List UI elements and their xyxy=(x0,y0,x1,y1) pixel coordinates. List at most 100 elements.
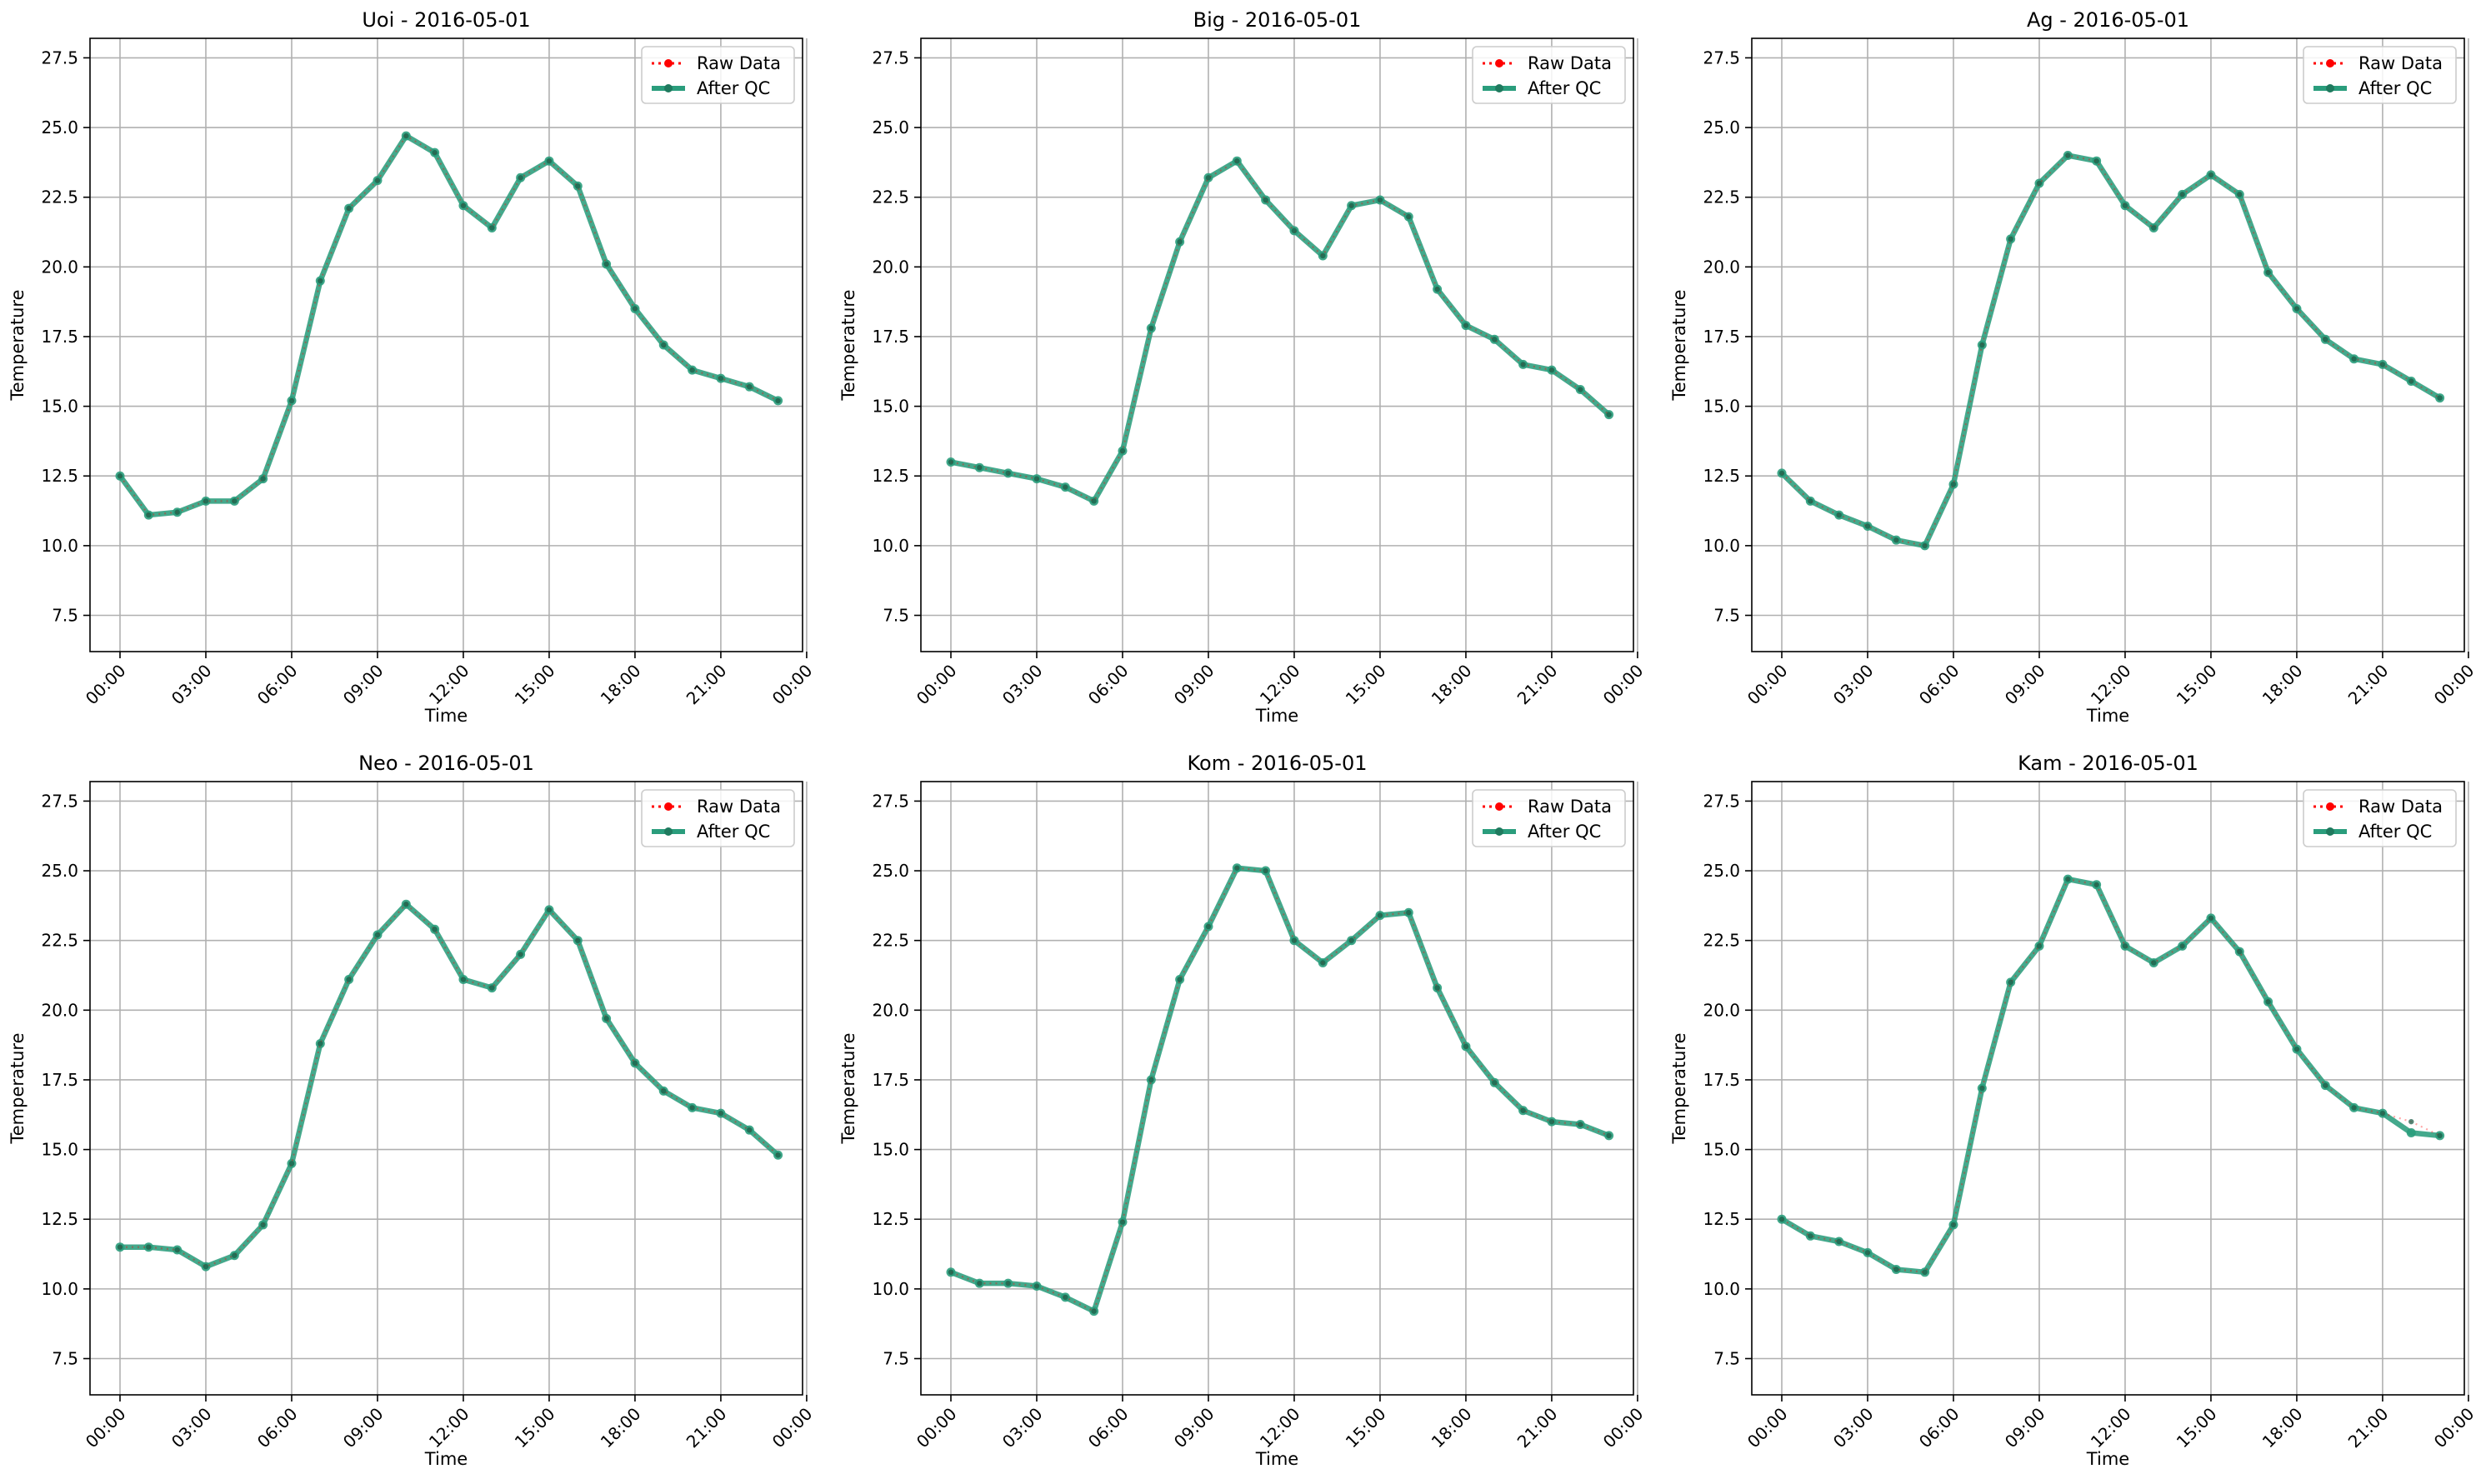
raw-data-point xyxy=(1406,213,1412,220)
x-tick-label: 21:00 xyxy=(1513,661,1562,709)
legend: Raw Data After QC xyxy=(641,46,795,104)
raw-data-point xyxy=(1922,1269,1928,1276)
legend-label-qc: After QC xyxy=(2358,78,2432,98)
raw-data-point xyxy=(2008,236,2013,242)
raw-data-point xyxy=(2323,1082,2328,1088)
x-tick-label: 09:00 xyxy=(2001,1404,2049,1452)
y-tick-label: 10.0 xyxy=(41,536,78,556)
y-tick-label: 10.0 xyxy=(1703,536,1740,556)
x-tick-label: 06:00 xyxy=(1915,1404,1963,1452)
axes-frame xyxy=(1751,781,2465,1396)
y-tick-label: 10.0 xyxy=(1703,1279,1740,1299)
raw-data-point xyxy=(1606,412,1612,417)
raw-data-point xyxy=(146,512,152,518)
y-tick-label: 27.5 xyxy=(41,47,78,67)
series-line-raw-data xyxy=(1781,154,2441,547)
raw-data-point xyxy=(2065,876,2071,882)
subplot-5: 7.5 10.0 12.5 15.0 17.5 20.0 22.5 25.0 27.5 00:00… xyxy=(838,752,1647,1469)
legend-marker-raw xyxy=(664,59,673,67)
raw-data-point xyxy=(2179,192,2185,197)
raw-data-point xyxy=(1578,1122,1583,1127)
y-tick-label: 22.5 xyxy=(1703,187,1740,207)
raw-data-point xyxy=(1320,960,1326,966)
raw-data-point xyxy=(689,367,695,373)
raw-data-point xyxy=(2408,1118,2414,1125)
y-tick-label: 27.5 xyxy=(872,791,909,811)
y-tick-label: 20.0 xyxy=(1703,1000,1740,1020)
x-tick-label: 15:00 xyxy=(511,1404,559,1452)
raw-data-point xyxy=(2237,948,2243,955)
x-tick-label: 03:00 xyxy=(1829,1404,1878,1452)
x-axis-label: Time xyxy=(1255,706,1298,726)
raw-data-point xyxy=(546,907,553,913)
raw-data-point xyxy=(747,383,753,390)
raw-data-point xyxy=(2293,1046,2300,1052)
raw-data-point xyxy=(1320,252,1326,259)
y-tick-label: 15.0 xyxy=(41,1140,78,1160)
raw-data-point xyxy=(1548,1118,1555,1125)
chart-title: Kam - 2016-05-01 xyxy=(2018,752,2198,775)
raw-data-point xyxy=(2036,180,2043,187)
y-tick-label: 20.0 xyxy=(1703,257,1740,277)
raw-data-point xyxy=(2265,999,2271,1005)
x-tick-label: 18:00 xyxy=(597,1404,645,1452)
raw-data-point xyxy=(346,205,352,212)
raw-data-point xyxy=(403,902,409,907)
x-tick-label: 09:00 xyxy=(1170,661,1218,709)
raw-data-point xyxy=(117,473,123,479)
legend-marker-qc xyxy=(664,827,673,836)
x-tick-label: 00:00 xyxy=(82,1404,130,1452)
raw-data-point xyxy=(2093,882,2099,887)
raw-data-point xyxy=(661,342,667,348)
y-tick-label: 12.5 xyxy=(1703,466,1740,486)
legend: Raw Data After QC xyxy=(1472,789,1626,847)
raw-data-point xyxy=(1520,1107,1526,1113)
y-axis-label: Temperature xyxy=(8,289,28,401)
y-tick-label: 25.0 xyxy=(1703,861,1740,881)
legend-label-raw: Raw Data xyxy=(1528,53,1612,73)
raw-data-point xyxy=(1177,977,1183,982)
raw-data-point xyxy=(2293,306,2300,312)
raw-data-point xyxy=(2351,1105,2357,1111)
raw-data-point xyxy=(2179,943,2185,949)
y-tick-label: 15.0 xyxy=(1703,1140,1740,1160)
raw-data-point xyxy=(489,225,495,231)
raw-data-point xyxy=(1836,512,1842,518)
legend-label-qc: After QC xyxy=(2358,822,2432,842)
x-tick-label: 12:00 xyxy=(425,661,473,709)
x-tick-label: 06:00 xyxy=(1915,661,1963,709)
raw-data-point xyxy=(174,1247,180,1253)
x-tick-label: 21:00 xyxy=(683,1404,731,1452)
raw-data-point xyxy=(1520,362,1526,367)
legend-label-raw: Raw Data xyxy=(2358,53,2443,73)
raw-data-point xyxy=(718,375,724,382)
x-tick-label: 12:00 xyxy=(425,1404,473,1452)
legend-marker-qc xyxy=(2326,84,2334,92)
y-tick-label: 12.5 xyxy=(872,1209,909,1229)
raw-data-point xyxy=(1377,912,1383,918)
x-tick-label: 03:00 xyxy=(1829,661,1878,709)
y-tick-label: 25.0 xyxy=(872,861,909,881)
legend-label-raw: Raw Data xyxy=(697,53,781,73)
y-tick-label: 22.5 xyxy=(1703,931,1740,951)
raw-data-point xyxy=(2351,356,2357,362)
legend-label-qc: After QC xyxy=(1528,822,1601,842)
raw-data-point xyxy=(1033,1283,1040,1289)
legend-marker-raw xyxy=(1495,802,1503,811)
raw-data-point xyxy=(1119,1219,1126,1225)
series-line-after-qc xyxy=(948,157,1612,504)
raw-data-point xyxy=(1234,158,1240,164)
raw-data-point xyxy=(2208,915,2214,922)
raw-data-point xyxy=(232,498,238,504)
x-axis-label: Time xyxy=(424,1449,468,1469)
x-tick-label: 03:00 xyxy=(168,661,216,709)
y-tick-label: 10.0 xyxy=(872,536,909,556)
axes-frame xyxy=(1751,37,2465,652)
raw-data-point xyxy=(318,277,323,284)
raw-data-point xyxy=(661,1088,667,1094)
legend-label-qc: After QC xyxy=(1528,78,1601,98)
raw-data-point xyxy=(203,498,209,504)
raw-data-point xyxy=(432,149,438,156)
legend-marker-raw xyxy=(664,802,673,811)
x-tick-label: 00:00 xyxy=(913,661,961,709)
